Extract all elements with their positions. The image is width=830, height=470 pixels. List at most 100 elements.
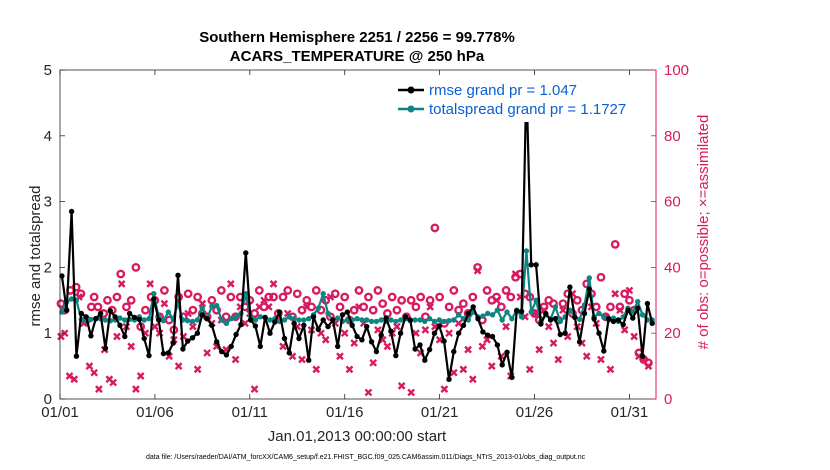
rmse-point — [378, 332, 384, 338]
rmse-point — [107, 308, 114, 314]
rmse-point — [610, 318, 617, 325]
obs-assimilated-marker — [554, 355, 563, 364]
spread-point — [102, 317, 109, 323]
obs-possible-marker — [392, 305, 402, 315]
obs-possible-marker — [254, 286, 264, 295]
spread-point — [528, 309, 534, 315]
obs-possible-marker — [435, 292, 445, 302]
spread-point — [489, 312, 496, 318]
rmse-point — [620, 321, 626, 328]
data-file-footnote: data file: /Users/raeder/DAI/ATM_forcXX/… — [146, 454, 586, 461]
x-axis-ticks: 01/01 01/06 01/11 01/16 01/21 01/26 01/31 — [41, 70, 648, 421]
rmse-point — [581, 310, 588, 317]
rmse-point — [518, 308, 525, 315]
x-tick-label: 01/26 — [516, 404, 554, 421]
spread-point — [635, 298, 641, 305]
spread-point — [586, 275, 592, 281]
spread-point — [281, 317, 288, 323]
obs-possible-marker — [207, 295, 217, 305]
spread-point — [233, 314, 239, 320]
obs-possible-marker — [364, 292, 373, 302]
rmse-point — [368, 339, 375, 345]
spread-point — [122, 317, 128, 323]
rmse-point — [383, 315, 389, 321]
rmse-point — [243, 250, 249, 256]
chart-title-line2: ACARS_TEMPERATURE @ 250 hPa — [230, 48, 485, 65]
rmse-point — [591, 316, 597, 322]
right-y-axis-label: # of obs: o=possible; ×=assimilated — [695, 115, 712, 350]
rmse-point — [204, 316, 210, 322]
spread-point — [480, 313, 486, 319]
rmse-point — [185, 338, 191, 344]
obs-possible-marker — [496, 302, 506, 312]
rmse-point — [131, 314, 138, 321]
obs-assimilated-marker — [473, 266, 482, 275]
obs-assimilated-marker — [421, 326, 430, 334]
rmse-point — [649, 320, 655, 326]
rmse-point — [441, 338, 447, 344]
spread-point — [320, 291, 326, 297]
obs-assimilated-marker — [250, 385, 259, 393]
obs-possible-marker — [354, 286, 364, 295]
spread-point — [223, 320, 230, 326]
spread-point — [189, 318, 196, 325]
spread-point — [446, 318, 452, 324]
rmse-point — [170, 340, 176, 346]
obs-assimilated-marker — [606, 365, 615, 374]
rmse-point — [635, 305, 641, 311]
rmse-point — [122, 333, 128, 340]
obs-possible-marker — [606, 302, 615, 312]
obs-assimilated-marker — [630, 332, 639, 341]
rmse-point — [431, 330, 438, 336]
right-y-tick-label: 80 — [664, 128, 681, 145]
obs-assimilated-marker — [478, 342, 487, 351]
rmse-point — [286, 350, 292, 356]
rmse-point — [606, 316, 612, 322]
rmse-point — [402, 314, 409, 320]
spread-point — [209, 303, 215, 309]
left-y-tick-label: 3 — [44, 194, 52, 211]
rmse-point — [489, 333, 496, 340]
rmse-point — [344, 309, 351, 315]
rmse-point — [494, 342, 501, 348]
spread-point — [509, 316, 515, 322]
legend-rmse-label: rmse grand pr = 1.047 — [429, 82, 577, 99]
right-y-tick-label: 0 — [664, 391, 672, 408]
rmse-point — [417, 342, 423, 348]
rmse-point — [272, 319, 278, 325]
obs-assimilated-marker — [511, 270, 520, 278]
rmse-point — [567, 284, 573, 290]
spread-point — [576, 316, 583, 323]
spread-point — [417, 317, 423, 323]
rmse-point — [485, 332, 491, 338]
left-y-tick-label: 4 — [44, 128, 52, 145]
rmse-point — [325, 323, 331, 330]
rmse-point — [93, 316, 99, 322]
spread-point — [388, 317, 394, 323]
obs-assimilated-marker — [535, 345, 544, 354]
rmse-point — [504, 349, 510, 355]
rmse-point — [320, 317, 326, 323]
spread-point — [354, 316, 360, 322]
spread-point — [243, 291, 249, 297]
rmse-point — [572, 314, 578, 321]
obs-possible-marker — [56, 299, 66, 308]
spread-point — [296, 317, 302, 323]
left-y-axis-label: rmse and totalspread — [27, 186, 44, 327]
obs-possible-marker — [71, 282, 81, 292]
rmse-point — [136, 316, 142, 323]
rmse-point — [615, 317, 621, 323]
obs-possible-marker — [411, 302, 421, 312]
obs-possible-marker — [340, 292, 350, 302]
obs-assimilated-marker — [502, 322, 510, 331]
obs-possible-marker — [188, 305, 198, 315]
rmse-point — [156, 317, 162, 323]
rmse-point — [354, 333, 360, 340]
obs-possible-marker — [335, 302, 345, 312]
spread-point — [499, 317, 505, 323]
obs-assimilated-marker — [70, 375, 79, 384]
legend-box — [392, 76, 646, 122]
rmse-point — [364, 323, 370, 330]
spread-point — [257, 314, 263, 320]
obs-assimilated-marker — [226, 280, 235, 288]
